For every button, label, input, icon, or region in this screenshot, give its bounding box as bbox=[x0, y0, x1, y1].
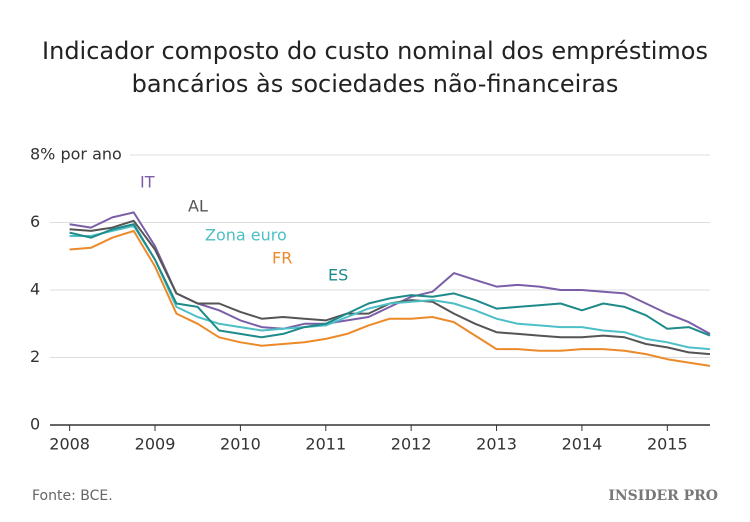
x-tick-label: 2012 bbox=[391, 435, 432, 454]
series-label: AL bbox=[188, 197, 208, 216]
x-tick-label: 2014 bbox=[562, 435, 603, 454]
series-label: Zona euro bbox=[205, 226, 287, 245]
logo: INSIDER PRO bbox=[608, 488, 718, 504]
x-tick-label: 2013 bbox=[476, 435, 517, 454]
x-tick-label: 2009 bbox=[135, 435, 176, 454]
chart-title: bancários às sociedades não-financeiras bbox=[132, 70, 619, 98]
series-label: ES bbox=[328, 266, 348, 285]
y-tick-label: 8% por ano bbox=[30, 145, 122, 164]
series-line bbox=[69, 223, 711, 339]
series-label: FR bbox=[272, 249, 292, 268]
series-line bbox=[69, 229, 711, 367]
x-tick-label: 2015 bbox=[647, 435, 688, 454]
source: Fonte: BCE. bbox=[32, 488, 113, 504]
series-label: IT bbox=[140, 173, 155, 192]
series-line bbox=[69, 219, 711, 356]
y-tick-label: 6 bbox=[30, 212, 40, 231]
chart-title: Indicador composto do custo nominal dos … bbox=[42, 37, 708, 65]
y-tick-label: 2 bbox=[30, 347, 40, 366]
y-tick-label: 4 bbox=[30, 280, 40, 299]
x-tick-label: 2010 bbox=[220, 435, 261, 454]
series-line bbox=[69, 224, 711, 351]
y-tick-label: 0 bbox=[30, 415, 40, 434]
x-tick-label: 2008 bbox=[49, 435, 90, 454]
x-tick-label: 2011 bbox=[305, 435, 346, 454]
